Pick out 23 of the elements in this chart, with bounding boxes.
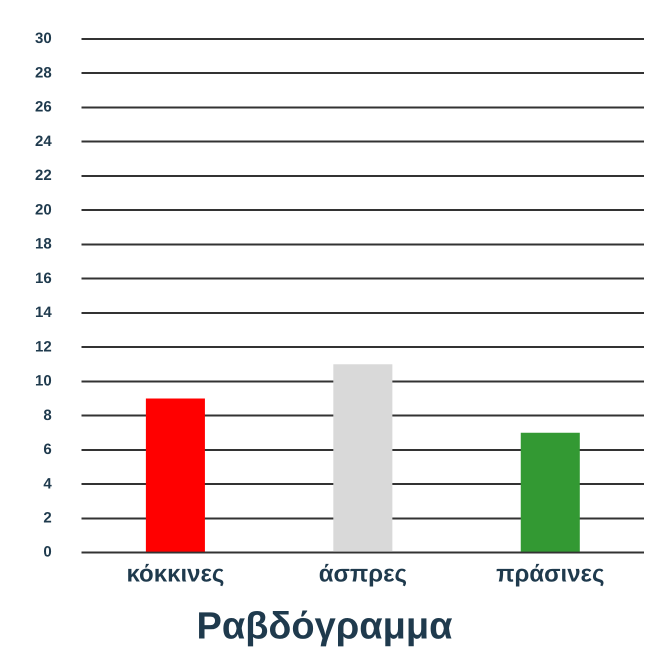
bar: [520, 432, 580, 552]
bar: [146, 398, 205, 552]
y-tick-label: 20: [34, 201, 52, 218]
y-tick-label: 0: [43, 544, 52, 561]
y-tick-label: 22: [34, 167, 52, 184]
bar: [333, 364, 392, 552]
x-tick-label: άσπρες: [318, 560, 407, 588]
y-tick-label: 8: [43, 406, 52, 424]
y-tick-label: 24: [34, 132, 52, 150]
y-tick-label: 2: [43, 510, 52, 526]
y-tick-label: 6: [43, 441, 52, 458]
text: Ραβδόγραμμα: [196, 606, 453, 648]
y-tick-label: 26: [34, 98, 52, 116]
y-tick-label: 30: [34, 30, 52, 48]
y-tick-label: 12: [34, 338, 52, 356]
y-tick-label: 14: [34, 304, 52, 322]
y-tick-label: 16: [34, 270, 52, 287]
y-tick-label: 4: [43, 475, 52, 492]
y-tick-label: 18: [34, 236, 52, 253]
y-tick-label: 10: [34, 372, 52, 390]
y-tick-label: 28: [34, 64, 52, 82]
x-tick-label: πράσινες: [496, 560, 604, 588]
x-tick-label: κόκκινες: [126, 560, 224, 588]
